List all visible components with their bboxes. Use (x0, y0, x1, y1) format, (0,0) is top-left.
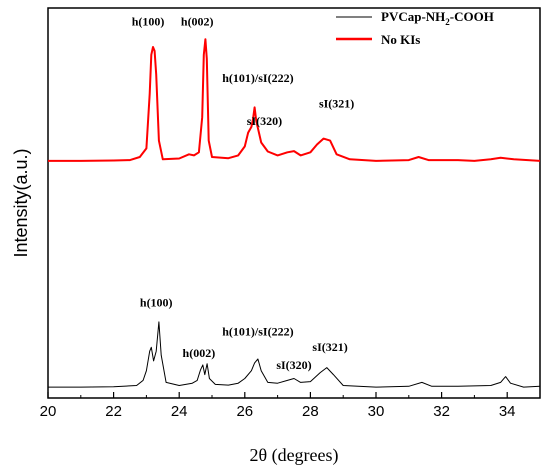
peak-label: h(002) (181, 15, 214, 29)
peak-label: h(101)/sI(222) (222, 325, 293, 339)
peak-label: sI(320) (247, 114, 282, 128)
peak-label: h(100) (132, 15, 165, 29)
legend: PVCap-NH2-COOH No KIs (336, 9, 494, 47)
legend-label-pvcap: PVCap-NH2-COOH (381, 9, 494, 27)
peak-label: h(100) (140, 295, 173, 309)
peak-label: sI(321) (319, 96, 354, 110)
x-tick-label: 26 (236, 403, 253, 420)
x-tick-label: 28 (302, 403, 319, 420)
peak-label: h(002) (183, 346, 216, 360)
series-line-no-kis (48, 38, 541, 162)
x-tick-label: 30 (368, 403, 385, 420)
peak-label: sI(320) (276, 358, 311, 372)
peak-label: h(101)/sI(222) (222, 71, 293, 85)
peak-annotations: h(100) h(002)h(101)/sI(222)sI(320)sI(321)… (132, 15, 355, 372)
x-tick-label: 34 (499, 403, 516, 420)
series-lines (48, 38, 541, 388)
x-tick-label: 32 (433, 403, 450, 420)
y-axis-label: Intensity(a.u.) (11, 148, 31, 257)
x-tick-label: 24 (171, 403, 188, 420)
series-line-pvcap (48, 321, 541, 388)
legend-label-no-kis: No KIs (381, 32, 420, 47)
x-tick-label: 22 (105, 403, 122, 420)
x-axis-label: 2θ (degrees) (249, 445, 338, 466)
plot-frame (47, 7, 541, 399)
x-axis-ticks: 20 22 24 26 28 30 32 34 (40, 392, 516, 420)
x-tick-label: 20 (40, 403, 57, 420)
peak-label: sI(321) (312, 340, 347, 354)
